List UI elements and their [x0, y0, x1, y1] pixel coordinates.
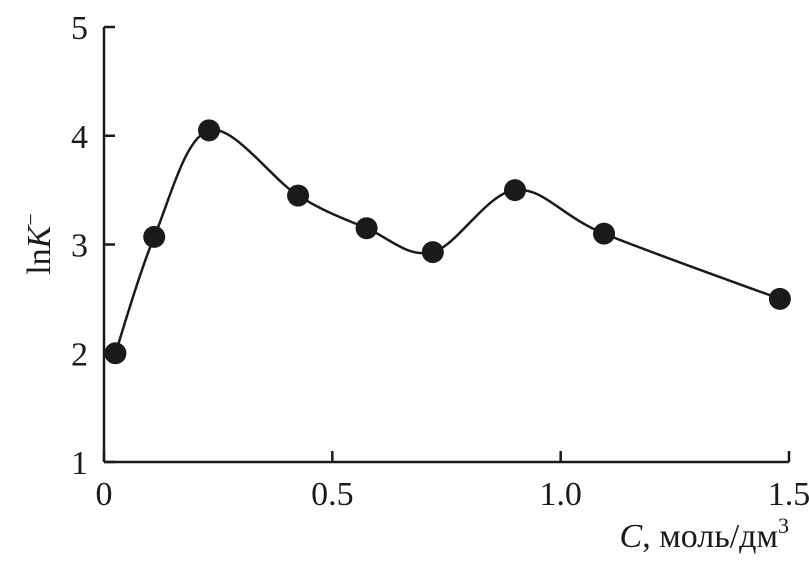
data-point: [355, 217, 378, 240]
y-tick-label: 4: [71, 119, 88, 156]
data-point: [287, 184, 310, 207]
data-point: [768, 287, 791, 310]
x-tick-label: 0.5: [311, 476, 354, 513]
y-tick-label: 3: [71, 228, 88, 265]
y-tick-label: 1: [71, 445, 88, 482]
x-axis-ticks: 0 0.5 1.0 1.5: [96, 451, 809, 513]
data-point: [593, 222, 616, 245]
data-point: [198, 119, 221, 142]
y-tick-label: 2: [71, 336, 88, 373]
data-point: [143, 225, 166, 248]
data-points: [104, 119, 791, 365]
x-axis-label: C, моль/дм3: [620, 513, 790, 555]
y-axis-ticks: 1 2 3 4 5: [71, 10, 115, 482]
y-tick-label: 5: [71, 10, 88, 47]
series-line: [114, 128, 781, 354]
x-tick-label: 1.0: [539, 476, 582, 513]
x-tick-label: 0: [96, 476, 113, 513]
plot-area: [104, 119, 791, 365]
data-point: [504, 179, 526, 202]
data-point: [104, 342, 127, 365]
axes: 0 0.5 1.0 1.5 1 2 3 4 5: [71, 10, 809, 513]
y-axis-label: lnK−: [18, 213, 58, 275]
data-point: [421, 241, 444, 264]
x-tick-label: 1.5: [768, 476, 809, 513]
